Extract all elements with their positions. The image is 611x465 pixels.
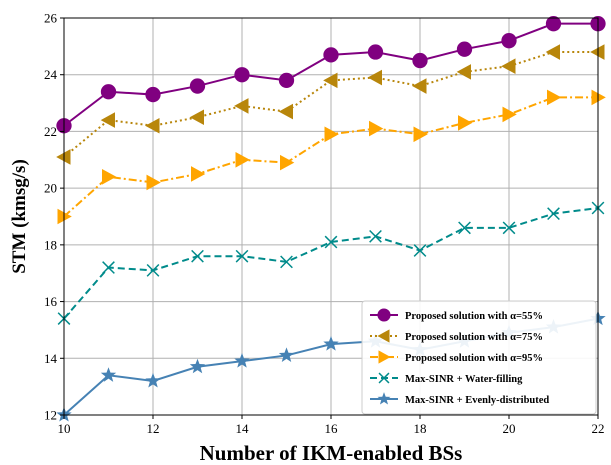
y-tick-label: 16 — [44, 294, 58, 309]
x-tick-label: 14 — [236, 421, 250, 436]
y-tick-label: 14 — [44, 351, 58, 366]
legend-label: Max-SINR + Water-filling — [405, 374, 523, 385]
data-point — [191, 249, 204, 263]
data-point — [102, 261, 115, 274]
data-point — [324, 126, 339, 143]
y-tick-label: 20 — [44, 181, 57, 196]
x-axis-title: Number of IKM-enabled BSs — [200, 441, 463, 465]
data-point — [102, 169, 117, 185]
y-tick-label: 26 — [44, 11, 58, 26]
data-point — [412, 52, 428, 69]
data-point — [234, 98, 249, 114]
x-tick-label: 18 — [414, 421, 427, 436]
data-point — [377, 392, 391, 405]
data-point — [57, 208, 72, 225]
x-tick-label: 22 — [592, 421, 605, 436]
y-tick-label: 12 — [44, 408, 57, 423]
data-point — [378, 350, 391, 364]
legend-label: Proposed solution with α=75% — [405, 332, 543, 343]
legend-item: Proposed solution with α=55% — [370, 308, 543, 322]
data-point — [323, 47, 339, 63]
y-axis-title: STM (kmsg/s) — [9, 159, 30, 274]
data-point — [502, 221, 516, 235]
data-point — [278, 72, 295, 89]
data-point — [369, 229, 382, 243]
legend-item: Proposed solution with α=75% — [370, 329, 543, 343]
data-point — [234, 67, 250, 83]
data-point — [323, 336, 339, 351]
data-point — [369, 120, 384, 137]
data-point — [501, 58, 516, 75]
data-point — [412, 78, 427, 94]
data-point — [191, 166, 206, 182]
data-point — [235, 151, 250, 168]
data-point — [458, 115, 473, 131]
data-point — [323, 72, 338, 89]
legend-item: Max-SINR + Evenly-distributed — [370, 392, 549, 406]
x-tick-label: 10 — [58, 421, 71, 436]
data-point — [189, 358, 206, 374]
data-point — [590, 44, 605, 60]
data-point — [145, 117, 160, 134]
data-point — [278, 347, 295, 362]
data-point — [234, 353, 250, 368]
series-1 — [56, 16, 606, 134]
data-point — [235, 249, 249, 263]
data-point — [280, 154, 295, 171]
legend-label: Max-SINR + Evenly-distributed — [405, 395, 549, 406]
data-point — [324, 235, 338, 249]
data-point — [367, 69, 382, 86]
legend-item: Max-SINR + Water-filling — [370, 372, 523, 385]
legend-label: Proposed solution with α=95% — [405, 353, 543, 364]
data-point — [378, 372, 390, 384]
x-tick-label: 16 — [325, 421, 339, 436]
data-point — [547, 89, 562, 106]
data-point — [278, 103, 293, 120]
data-point — [413, 244, 427, 257]
data-point — [547, 207, 560, 221]
legend: Proposed solution with α=55% Proposed sol… — [361, 300, 597, 415]
data-point — [377, 329, 390, 343]
data-point — [145, 86, 161, 103]
data-point — [146, 174, 161, 191]
data-point — [56, 149, 71, 165]
data-point — [545, 16, 562, 32]
data-point — [189, 78, 206, 94]
y-tick-label: 22 — [44, 124, 57, 139]
data-point — [145, 372, 161, 388]
data-point — [413, 126, 428, 143]
legend-label: Proposed solution with α=55% — [405, 311, 543, 322]
data-point — [100, 112, 115, 128]
x-tick-label: 12 — [147, 421, 160, 436]
data-point — [545, 44, 560, 60]
data-point — [367, 44, 384, 60]
data-point — [458, 221, 471, 235]
data-point — [502, 106, 517, 123]
data-point — [189, 109, 204, 126]
y-tick-label: 18 — [44, 237, 57, 252]
series-3 — [57, 89, 606, 225]
data-point — [146, 263, 160, 277]
data-point — [100, 84, 117, 100]
legend-box — [361, 300, 597, 415]
data-point — [591, 89, 606, 106]
x-tick-label: 20 — [503, 421, 516, 436]
data-point — [456, 64, 471, 80]
data-point — [280, 255, 293, 269]
data-point — [456, 41, 473, 57]
y-tick-label: 24 — [44, 67, 58, 82]
data-point — [501, 33, 517, 49]
legend-item: Proposed solution with α=95% — [370, 350, 543, 364]
data-point — [100, 367, 117, 382]
series-2 — [56, 44, 605, 165]
data-point — [377, 308, 391, 322]
